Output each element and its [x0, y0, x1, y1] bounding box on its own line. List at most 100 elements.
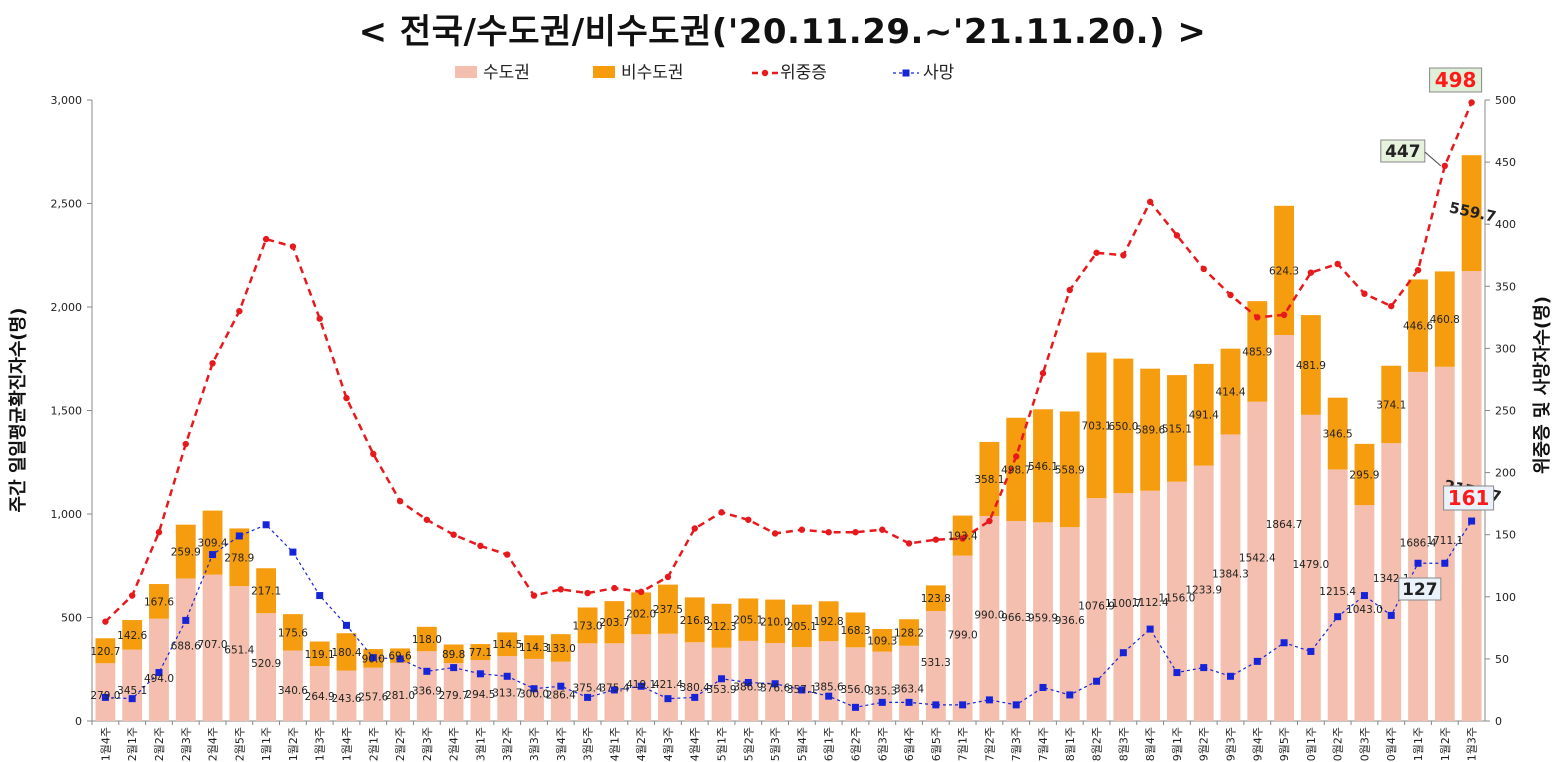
callout-severe-prev: 447	[1385, 142, 1421, 162]
y2-tick-label: 150	[1495, 529, 1516, 542]
x-tick-label: 9월1주	[1171, 727, 1184, 761]
point-death	[396, 655, 404, 663]
data-label-metro: 353.9	[706, 684, 736, 696]
data-label-metro: 936.6	[1055, 615, 1085, 627]
bar-non-metro	[1059, 411, 1080, 528]
x-tick-label: 8월4주	[1144, 727, 1157, 761]
point-severe	[584, 589, 591, 597]
point-death	[1227, 672, 1235, 680]
bar-metro	[684, 642, 705, 721]
x-tick-label: 9월2주	[1198, 727, 1211, 761]
data-label-non-metro: 210.0	[760, 616, 790, 628]
data-label-metro: 356.0	[840, 684, 870, 696]
data-label-metro: 376.6	[760, 682, 790, 694]
data-label-metro: 335.3	[867, 686, 897, 698]
point-severe	[959, 535, 966, 542]
x-tick-label: 5월2주	[742, 727, 755, 761]
data-label-non-metro: 481.9	[1296, 360, 1326, 372]
x-tick-label: 11월2주	[1439, 727, 1452, 762]
x-tick-label: 6월5주	[930, 727, 943, 761]
data-label-metro: 363.4	[894, 683, 924, 695]
bar-non-metro	[95, 638, 116, 664]
bar-non-metro	[1381, 365, 1402, 444]
x-tick-label: 6월1주	[823, 727, 836, 761]
point-death	[369, 654, 377, 662]
point-severe	[879, 526, 886, 533]
bar-metro	[283, 650, 303, 721]
bar-metro	[1220, 434, 1241, 721]
bar-metro	[1381, 443, 1402, 721]
bar-non-metro	[256, 568, 277, 614]
bar-non-metro	[711, 603, 732, 648]
bar-metro	[1327, 469, 1348, 721]
point-severe	[1146, 198, 1154, 206]
data-label-non-metro: 175.6	[278, 627, 308, 639]
point-severe	[1066, 286, 1073, 294]
bar-non-metro	[684, 597, 705, 643]
point-severe	[209, 360, 216, 367]
bar-metro	[390, 662, 410, 721]
x-tick-label: 6월2주	[849, 727, 862, 761]
data-label-metro: 375.4	[573, 682, 603, 694]
data-label-non-metro: 259.9	[171, 547, 201, 559]
data-label-non-metro: 414.4	[1215, 387, 1245, 399]
point-severe	[477, 542, 484, 550]
data-label-metro: 286.4	[546, 689, 576, 701]
point-death	[798, 686, 806, 694]
bar-non-metro	[1140, 368, 1161, 491]
point-death	[691, 693, 699, 701]
point-death	[771, 680, 779, 688]
bar-metro	[1140, 490, 1161, 721]
legend-marker-severe	[761, 69, 769, 77]
data-label-non-metro: 89.8	[442, 649, 465, 661]
bar-non-metro	[416, 626, 437, 652]
bar-non-metro	[1434, 271, 1455, 367]
point-severe	[423, 516, 431, 523]
point-death	[744, 678, 752, 686]
data-label-non-metro: 114.5	[492, 639, 522, 651]
data-label-metro: 959.9	[1028, 613, 1058, 625]
data-label-non-metro: 558.9	[1055, 464, 1085, 476]
bar-non-metro	[899, 619, 919, 646]
chart-title: < 전국/수도권/비수도권('20.11.29.~'21.11.20.) >	[358, 12, 1207, 52]
point-death	[959, 701, 967, 709]
point-death	[1360, 592, 1368, 600]
bar-non-metro	[791, 604, 812, 648]
point-severe	[611, 584, 618, 592]
point-severe	[128, 592, 136, 599]
bar-non-metro	[1167, 375, 1187, 482]
callout-box-death-prev	[1398, 577, 1442, 601]
bar-non-metro	[1461, 155, 1482, 272]
point-death	[932, 701, 940, 709]
x-tick-label: 9월5주	[1278, 727, 1291, 761]
bar-non-metro	[925, 585, 946, 612]
data-label-non-metro: 278.9	[224, 552, 254, 564]
bar-metro	[229, 586, 250, 721]
bar-metro	[202, 574, 223, 721]
x-tick-label: 7월3주	[1010, 727, 1023, 761]
x-tick-label: 8월1주	[1064, 727, 1077, 761]
x-tick-label: 6월4주	[903, 727, 916, 761]
bar-non-metro	[122, 620, 143, 650]
data-label-non-metro: 69.6	[388, 651, 412, 663]
bar-non-metro	[658, 584, 678, 634]
y-axis-title: 주간 일일평균확진자수(명)	[8, 308, 29, 513]
y2-tick-label: 50	[1495, 653, 1509, 666]
x-tick-label: 5월3주	[769, 727, 782, 761]
data-label-non-metro: 498.7	[1001, 464, 1031, 476]
line-severe	[104, 101, 1473, 623]
bar-metro	[1167, 481, 1187, 721]
point-death	[718, 675, 726, 683]
bar-non-metro	[336, 633, 357, 671]
callout-severe-last: 498	[1435, 68, 1477, 92]
data-label-metro: 966.3	[1001, 612, 1031, 624]
data-label-metro: 1112.4	[1132, 597, 1169, 609]
x-tick-label: 1월1주	[260, 727, 273, 761]
x-tick-label: 1월3주	[314, 727, 327, 761]
point-death	[1334, 613, 1342, 621]
point-death	[1468, 517, 1476, 525]
point-severe	[262, 235, 270, 243]
data-label-metro: 421.4	[653, 679, 683, 691]
bar-non-metro	[550, 634, 571, 662]
